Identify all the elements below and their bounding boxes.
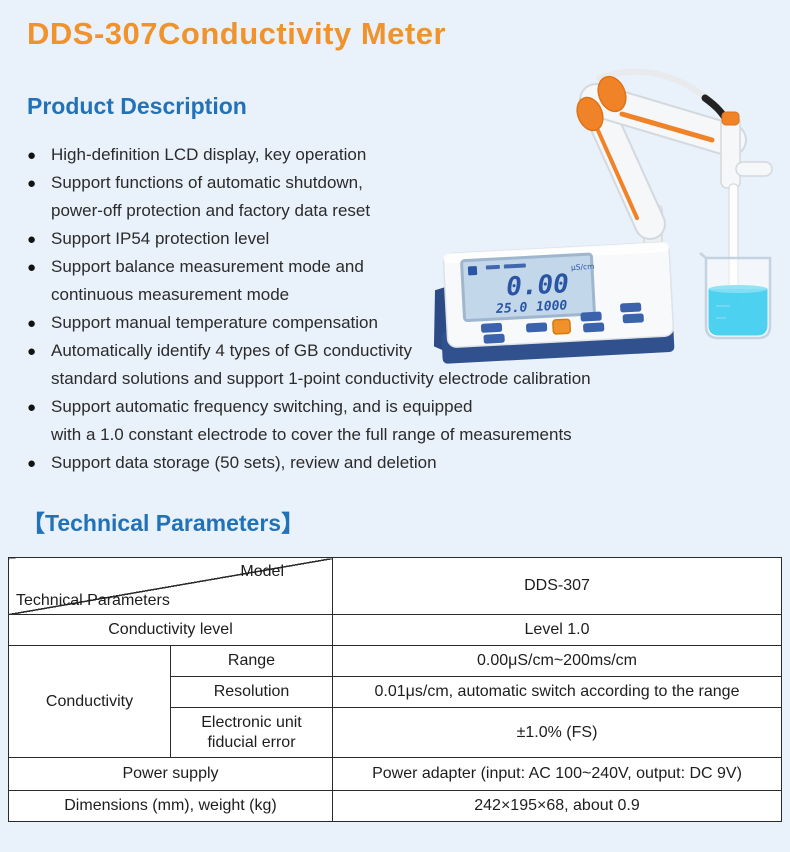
feature-line: ● Support functions of automatic shutdown…: [27, 169, 637, 197]
meter-button: [580, 311, 602, 322]
feature-text: Support IP54 protection level: [51, 229, 270, 248]
row-label-cell: Range: [170, 645, 333, 677]
table-row: Power supply Power adapter (input: AC 10…: [8, 757, 782, 791]
feature-text: Support balance measurement mode and: [51, 257, 364, 276]
beaker-liquid: [708, 289, 768, 336]
row-label-cell: Conductivity level: [8, 614, 333, 646]
row-value-cell: Level 1.0: [332, 614, 782, 646]
feature-text: continuous measurement mode: [51, 285, 290, 304]
feature-list: ● High-definition LCD display, key operat…: [27, 141, 637, 477]
table-row: Dimensions (mm), weight (kg) 242×195×68,…: [8, 790, 782, 822]
feature-text: power-off protection and factory data re…: [51, 201, 371, 220]
feature-line: ● High-definition LCD display, key operat…: [27, 141, 637, 169]
parameters-header-label: Technical Parameters: [16, 592, 170, 609]
holder-cap: [721, 111, 740, 126]
feature-text: standard solutions and support 1-point c…: [51, 369, 591, 388]
meter-button: [526, 322, 548, 333]
bullet-icon: ●: [27, 146, 37, 164]
feature-line: ●standard solutions and support 1-point …: [27, 365, 637, 393]
technical-parameters-heading: 【Technical Parameters】: [22, 510, 305, 536]
feature-line: ●power-off protection and factory data r…: [27, 197, 637, 225]
meter-button: [622, 313, 644, 324]
product-photo: 0.00 μS/cm 25.0 1000: [424, 56, 786, 390]
bullet-icon: ●: [27, 454, 37, 472]
table-row: Conductivity level Level 1.0: [8, 614, 782, 646]
arm-joint-cap: [576, 96, 604, 132]
feature-text: Support manual temperature compensation: [51, 313, 378, 332]
row-value-cell: 0.00μS/cm~200ms/cm: [332, 645, 782, 677]
group-label-cell: Conductivity: [8, 645, 171, 758]
page-title: DDS-307Conductivity Meter: [27, 16, 447, 51]
bullet-icon: ●: [27, 342, 37, 360]
row-label-cell: Electronic unit fiducial error: [170, 707, 333, 758]
row-value-cell: ±1.0% (FS): [332, 707, 782, 758]
product-description-heading: Product Description: [27, 93, 247, 119]
table-row: Conductivity Range 0.00μS/cm~200ms/cm: [8, 645, 782, 758]
feature-text: Support automatic frequency switching, a…: [51, 397, 473, 416]
lcd-temp-value: 25.0: [495, 300, 528, 317]
meter-body: 0.00 μS/cm 25.0 1000: [433, 241, 675, 364]
lcd-main-value: 0.00: [506, 269, 570, 302]
meter-button: [620, 302, 642, 313]
bullet-icon: ●: [27, 258, 37, 276]
feature-line: ●continuous measurement mode: [27, 281, 637, 309]
feature-line: ●with a 1.0 constant electrode to cover …: [27, 421, 637, 449]
conductivity-meter-illustration: 0.00 μS/cm 25.0 1000: [433, 68, 773, 364]
feature-text: High-definition LCD display, key operati…: [51, 145, 367, 164]
arm-joint-cap: [597, 75, 627, 113]
lcd-display: 0.00 μS/cm 25.0 1000: [460, 252, 596, 323]
row-label-cell: Resolution: [170, 676, 333, 708]
beaker: [699, 252, 772, 340]
bullet-icon: ●: [27, 230, 37, 248]
technical-parameters-table: Model Technical Parameters DDS-307 Condu…: [8, 557, 782, 822]
model-header-label: Model: [240, 563, 284, 580]
feature-line: ● Support IP54 protection level: [27, 225, 637, 253]
feature-line: ● Support balance measurement mode and: [27, 253, 637, 281]
table-row: Resolution 0.01μs/cm, automatic switch a…: [9, 676, 782, 708]
feature-line: ● Automatically identify 4 types of GB co…: [27, 337, 637, 365]
table-row: Model Technical Parameters DDS-307: [8, 557, 782, 615]
brand-logo: [467, 266, 478, 276]
bullet-icon: ●: [27, 174, 37, 192]
meter-button: [483, 333, 505, 344]
feature-text: Support functions of automatic shutdown,: [51, 173, 363, 192]
bullet-icon: ●: [27, 398, 37, 416]
lcd-unit: μS/cm: [571, 262, 595, 272]
meter-button: [583, 322, 605, 333]
feature-line: ● Support data storage (50 sets), review …: [27, 449, 637, 477]
row-label-cell: Power supply: [8, 757, 333, 791]
feature-text: Automatically identify 4 types of GB con…: [51, 341, 412, 360]
row-value-cell: Power adapter (input: AC 100~240V, outpu…: [332, 757, 782, 791]
model-value-cell: DDS-307: [332, 557, 782, 615]
keypad: [480, 302, 644, 344]
diagonal-header-cell: Model Technical Parameters: [8, 557, 333, 615]
meter-power-button: [552, 318, 572, 335]
feature-line: ● Support manual temperature compensation: [27, 309, 637, 337]
feature-line: ● Support automatic frequency switching, …: [27, 393, 637, 421]
table-row: Electronic unit fiducial error ±1.0% (FS…: [9, 707, 782, 758]
feature-text: Support data storage (50 sets), review a…: [51, 453, 437, 472]
row-value-cell: 0.01μs/cm, automatic switch according to…: [332, 676, 782, 708]
bullet-icon: ●: [27, 314, 37, 332]
row-value-cell: 242×195×68, about 0.9: [332, 790, 782, 822]
row-label-cell: Dimensions (mm), weight (kg): [8, 790, 333, 822]
feature-text: with a 1.0 constant electrode to cover t…: [51, 425, 572, 444]
lcd-aux-value: 1000: [536, 298, 568, 315]
meter-button: [480, 322, 503, 333]
